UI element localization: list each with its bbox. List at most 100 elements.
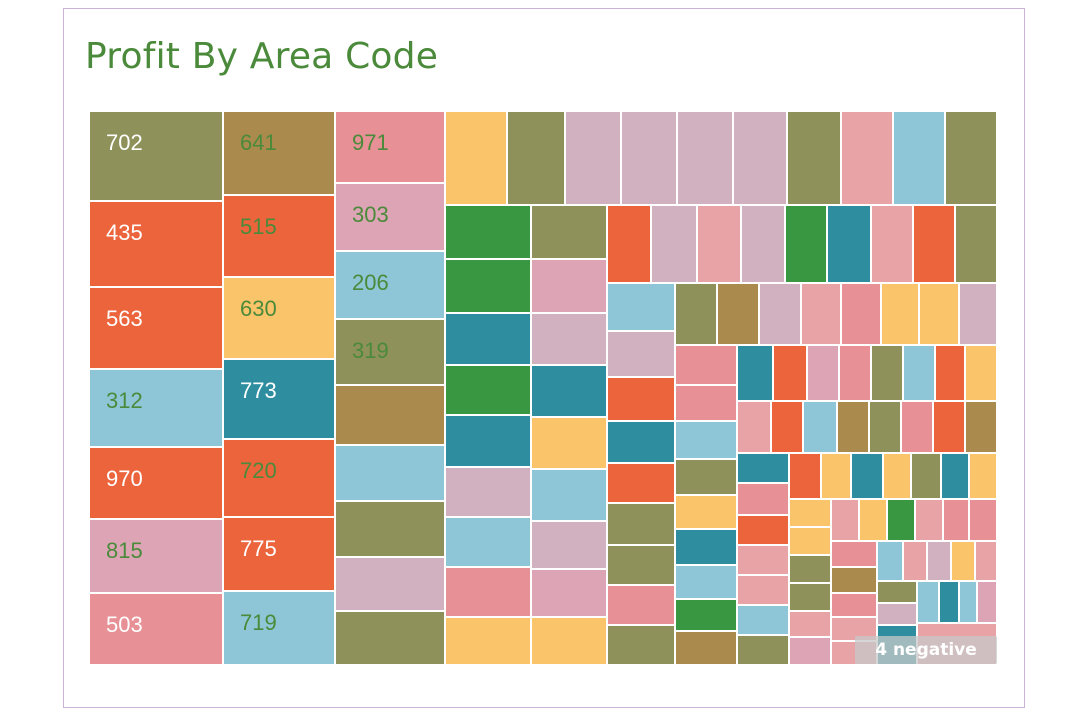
treemap-tile[interactable] [336, 558, 446, 612]
treemap-tile[interactable] [902, 402, 934, 454]
treemap-tile[interactable] [446, 518, 532, 568]
treemap-tile[interactable] [828, 206, 872, 284]
tile-641[interactable]: 641 [224, 112, 336, 196]
treemap-tile[interactable] [872, 346, 904, 402]
treemap-tile[interactable] [446, 468, 532, 518]
treemap-tile[interactable] [532, 366, 608, 418]
treemap-tile[interactable] [960, 284, 998, 346]
treemap-tile[interactable] [336, 446, 446, 502]
treemap-tile[interactable] [832, 500, 860, 542]
treemap-tile[interactable] [676, 422, 738, 460]
treemap-tile[interactable] [928, 542, 952, 582]
treemap-tile[interactable] [738, 636, 790, 666]
treemap-tile[interactable] [956, 206, 998, 284]
tile-775[interactable]: 775 [224, 518, 336, 592]
treemap-tile[interactable] [676, 566, 738, 600]
treemap-tile[interactable] [960, 582, 978, 624]
tile-303[interactable]: 303 [336, 184, 446, 252]
treemap-tile[interactable] [566, 112, 622, 206]
treemap-tile[interactable] [772, 402, 804, 454]
treemap-tile[interactable] [738, 454, 790, 484]
treemap-tile[interactable] [790, 454, 822, 500]
tile-206[interactable]: 206 [336, 252, 446, 320]
treemap-tile[interactable] [878, 604, 918, 626]
treemap-tile[interactable] [532, 470, 608, 522]
treemap-tile[interactable] [790, 556, 832, 584]
tile-720[interactable]: 720 [224, 440, 336, 518]
treemap-tile[interactable] [914, 206, 956, 284]
treemap-tile[interactable] [446, 366, 532, 416]
treemap-tile[interactable] [832, 568, 878, 594]
treemap-tile[interactable] [888, 500, 916, 542]
treemap-tile[interactable] [838, 402, 870, 454]
treemap-tile[interactable] [446, 416, 532, 468]
treemap-tile[interactable] [790, 584, 832, 612]
treemap-tile[interactable] [912, 454, 942, 500]
treemap-tile[interactable] [532, 206, 608, 260]
treemap-tile[interactable] [508, 112, 566, 206]
treemap-tile[interactable] [336, 612, 446, 666]
treemap-tile[interactable] [920, 284, 960, 346]
treemap-tile[interactable] [446, 618, 532, 666]
tile-319[interactable]: 319 [336, 320, 446, 386]
tile-971[interactable]: 971 [336, 112, 446, 184]
treemap-tile[interactable] [952, 542, 976, 582]
treemap-tile[interactable] [532, 418, 608, 470]
treemap-tile[interactable] [608, 378, 676, 422]
treemap-tile[interactable] [608, 422, 676, 464]
treemap-tile[interactable] [738, 346, 774, 402]
treemap-tile[interactable] [676, 530, 738, 566]
treemap-tile[interactable] [904, 542, 928, 582]
treemap-tile[interactable] [446, 112, 508, 206]
treemap-tile[interactable] [804, 402, 838, 454]
treemap-tile[interactable] [532, 260, 608, 314]
treemap-tile[interactable] [884, 454, 912, 500]
tile-630[interactable]: 630 [224, 278, 336, 360]
treemap-tile[interactable] [734, 112, 788, 206]
treemap-tile[interactable] [832, 542, 878, 568]
tile-702[interactable]: 702 [90, 112, 224, 202]
treemap-tile[interactable] [608, 284, 676, 332]
treemap-tile[interactable] [860, 500, 888, 542]
treemap-tile[interactable] [790, 612, 832, 638]
tile-312[interactable]: 312 [90, 370, 224, 448]
treemap-tile[interactable] [622, 112, 678, 206]
treemap-tile[interactable] [894, 112, 946, 206]
treemap-tile[interactable] [940, 582, 960, 624]
treemap-tile[interactable] [966, 402, 998, 454]
treemap-tile[interactable] [738, 516, 790, 546]
treemap-tile[interactable] [904, 346, 936, 402]
treemap-tile[interactable] [882, 284, 920, 346]
treemap-tile[interactable] [808, 346, 840, 402]
treemap-tile[interactable] [676, 600, 738, 632]
treemap-tile[interactable] [852, 454, 884, 500]
treemap-tile[interactable] [738, 546, 790, 576]
treemap-tile[interactable] [788, 112, 842, 206]
treemap-tile[interactable] [446, 568, 532, 618]
tile-563[interactable]: 563 [90, 288, 224, 370]
treemap-tile[interactable] [608, 206, 652, 284]
treemap-tile[interactable] [532, 618, 608, 666]
treemap-tile[interactable] [336, 502, 446, 558]
treemap-tile[interactable] [840, 346, 872, 402]
treemap-tile[interactable] [676, 460, 738, 496]
treemap-tile[interactable] [878, 582, 918, 604]
treemap-tile[interactable] [336, 386, 446, 446]
tile-815[interactable]: 815 [90, 520, 224, 594]
treemap-tile[interactable] [608, 546, 676, 586]
treemap-tile[interactable] [676, 632, 738, 666]
treemap-tile[interactable] [918, 582, 940, 624]
treemap-tile[interactable] [608, 504, 676, 546]
tile-773[interactable]: 773 [224, 360, 336, 440]
treemap-tile[interactable] [678, 112, 734, 206]
tile-719[interactable]: 719 [224, 592, 336, 666]
treemap-tile[interactable] [842, 112, 894, 206]
treemap-tile[interactable] [878, 542, 904, 582]
treemap-tile[interactable] [872, 206, 914, 284]
treemap-tile[interactable] [944, 500, 970, 542]
treemap-tile[interactable] [786, 206, 828, 284]
treemap-tile[interactable] [976, 542, 998, 582]
treemap-tile[interactable] [738, 484, 790, 516]
treemap-tile[interactable] [676, 284, 718, 346]
treemap-tile[interactable] [608, 626, 676, 666]
